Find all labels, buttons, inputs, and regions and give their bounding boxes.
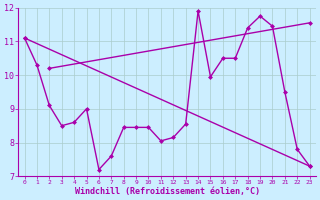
X-axis label: Windchill (Refroidissement éolien,°C): Windchill (Refroidissement éolien,°C) bbox=[75, 187, 260, 196]
